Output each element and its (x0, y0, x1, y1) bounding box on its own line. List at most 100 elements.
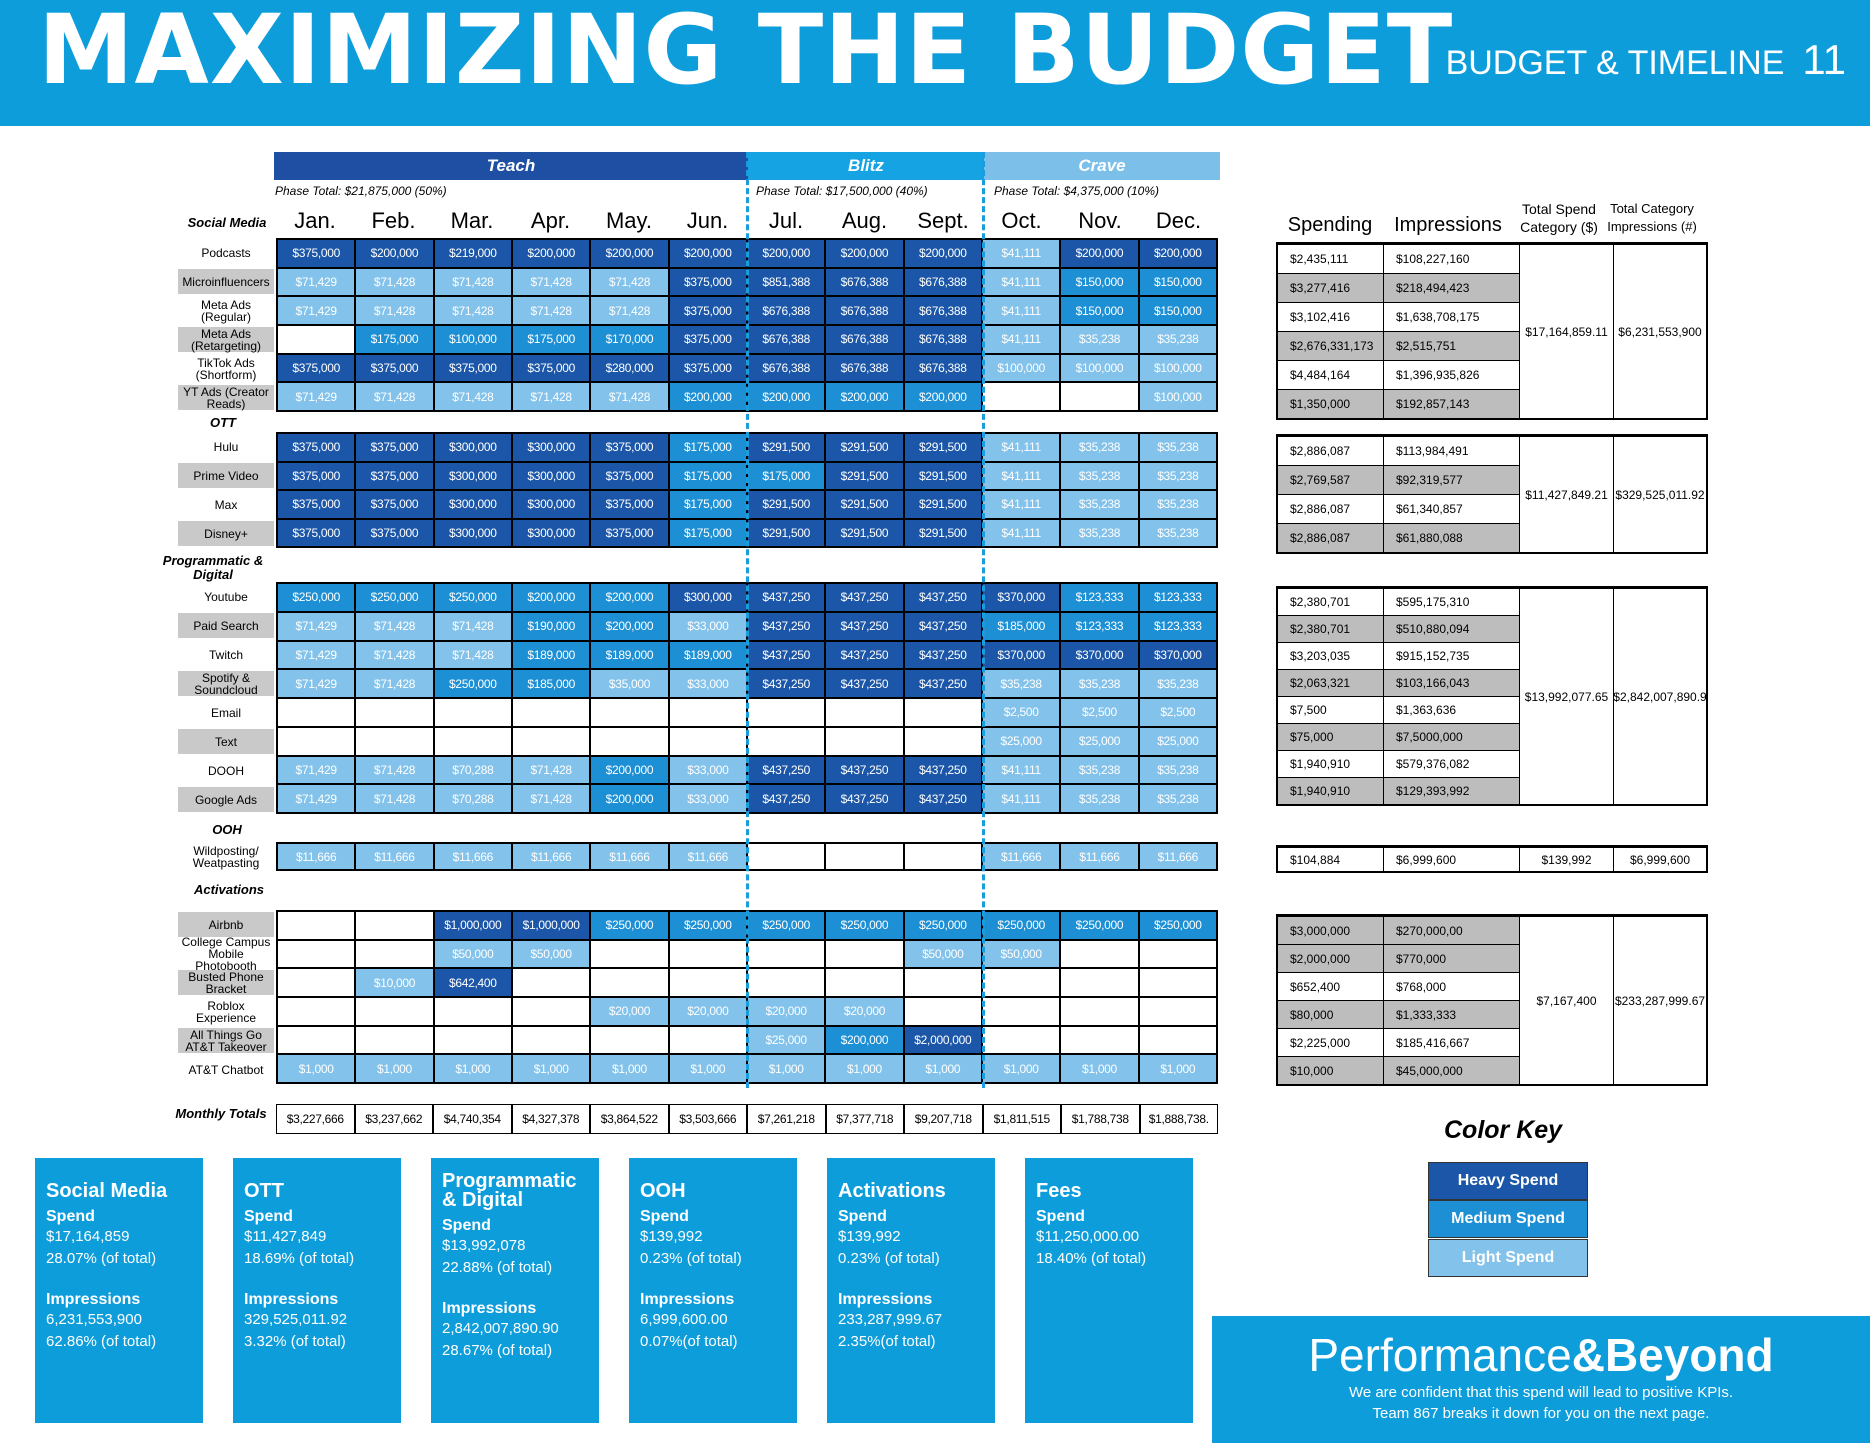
card-impressions-value: 2,842,007,890.90 (442, 1320, 559, 1337)
category-social-media: Social Media (187, 215, 267, 230)
budget-cell: $71,428 (355, 784, 434, 813)
budget-cell: $71,429 (277, 669, 356, 698)
budget-cell: $25,000 (982, 726, 1061, 756)
card-spend-percent: 18.40% (of total) (1036, 1250, 1147, 1267)
card-spend-value: $17,164,859 (46, 1228, 130, 1245)
row-label: Email (210, 705, 241, 720)
budget-cell: $71,428 (512, 755, 591, 785)
card-title: Fees (1036, 1180, 1082, 1202)
budget-cell: $1,000 (1060, 1054, 1139, 1083)
section-label: BUDGET & TIMELINE (1445, 44, 1785, 82)
summary-impressions: $61,340,857 (1384, 495, 1520, 524)
summary-impressions: $768,000 (1384, 973, 1520, 1001)
budget-cell: $2,500 (1060, 698, 1139, 727)
summary-impressions: $113,984,491 (1384, 437, 1520, 466)
budget-cell (747, 726, 826, 756)
section-title: BUDGET & TIMELINE 11 (1446, 36, 1846, 84)
category-card: Social Media Spend $17,164,859 28.07% (of t… (35, 1158, 203, 1423)
row-label: Microinfluencers (178, 269, 274, 294)
summary-spending: $1,940,910 (1278, 751, 1384, 778)
budget-cell: $300,000 (512, 461, 591, 490)
budget-cell: $71,428 (355, 669, 434, 698)
budget-cell: $100,000 (982, 353, 1061, 383)
budget-cell: $2,500 (982, 698, 1061, 727)
card-spend-percent: 22.88% (of total) (442, 1259, 553, 1276)
budget-cell: $175,000 (355, 324, 434, 354)
grid-block: $1,000,000 $1,000,000 $250,000 $250,000 $250… (276, 910, 1218, 1084)
budget-cell (747, 939, 826, 969)
summary-spending: $7,500 (1278, 697, 1384, 724)
budget-cell: $250,000 (1138, 911, 1217, 940)
summary-group: $2,435,111 $108,227,160 $3,277,416 $218,494… (1276, 242, 1708, 420)
row-label: Paid Search (178, 613, 274, 638)
card-spend-label: Spend (640, 1208, 689, 1225)
monthly-total-cell: $4,740,354 (433, 1104, 512, 1134)
budget-cell: $175,000 (668, 461, 747, 490)
phase-blitz-total: Phase Total: $17,500,000 (40%) (756, 184, 928, 198)
category-card: OTT Spend $11,427,849 18.69% (of total) Impr… (233, 1158, 401, 1423)
budget-cell: $200,000 (747, 382, 826, 411)
budget-cell: $437,250 (747, 640, 826, 670)
budget-cell: $35,238 (1138, 490, 1217, 519)
phase-divider (982, 152, 985, 1088)
card-spend-label: Spend (46, 1208, 95, 1225)
budget-cell (277, 939, 356, 969)
budget-cell: $676,388 (825, 324, 904, 354)
budget-cell: $1,000 (1138, 1054, 1217, 1083)
summary-impressions: $7,5000,000 (1384, 724, 1520, 751)
budget-cell: $1,000 (747, 1054, 826, 1083)
monthly-total-cell: $7,261,218 (747, 1104, 826, 1134)
budget-cell: $375,000 (512, 353, 591, 383)
budget-cell: $2,500 (1138, 698, 1217, 727)
monthly-total-cell: $3,227,666 (276, 1104, 355, 1134)
grid-block: $250,000 $250,000 $250,000 $200,000 $200,000… (276, 582, 1218, 814)
budget-cell (355, 698, 434, 727)
budget-cell: $20,000 (590, 996, 669, 1026)
summary-spending: $2,886,087 (1278, 524, 1384, 553)
budget-cell (825, 939, 904, 969)
header-spending: Spending (1287, 214, 1373, 236)
phase-divider (746, 152, 749, 1088)
header-total-spend: Total Spend Category ($) (1520, 201, 1598, 235)
category-ooh: OOH (212, 822, 242, 837)
budget-cell (1138, 939, 1217, 969)
month-header: Jan. (294, 208, 336, 233)
budget-cell: $70,288 (433, 784, 512, 813)
budget-cell (747, 968, 826, 997)
budget-cell: $175,000 (668, 518, 747, 547)
summary-spending: $2,676,331,173 (1278, 332, 1384, 361)
budget-cell (355, 1025, 434, 1055)
budget-cell: $375,000 (590, 461, 669, 490)
budget-cell: $1,000 (668, 1054, 747, 1083)
budget-cell: $71,429 (277, 640, 356, 670)
budget-cell: $100,000 (1138, 353, 1217, 383)
budget-cell: $676,388 (825, 353, 904, 383)
budget-cell: $375,000 (277, 433, 356, 462)
budget-cell (433, 726, 512, 756)
budget-cell: $375,000 (277, 353, 356, 383)
budget-cell: $35,238 (1138, 461, 1217, 490)
summary-total-impressions: $329,525,011.92 (1615, 488, 1705, 502)
row-label: Disney+ (178, 521, 274, 546)
budget-cell (825, 968, 904, 997)
row-label: Spotify & Soundcloud (178, 671, 274, 696)
summary-spending: $3,203,035 (1278, 643, 1384, 670)
summary-total-spend: $17,164,859.11 (1520, 245, 1614, 419)
budget-cell: $100,000 (1060, 353, 1139, 383)
budget-cell: $35,238 (1060, 490, 1139, 519)
summary-spending: $2,886,087 (1278, 437, 1384, 466)
budget-cell: $437,250 (903, 583, 982, 612)
budget-cell (903, 996, 982, 1026)
budget-cell: $25,000 (747, 1025, 826, 1055)
budget-cell: $676,388 (903, 353, 982, 383)
card-spend-value: $13,992,078 (442, 1237, 526, 1254)
budget-cell: $11,666 (277, 843, 356, 870)
summary-impressions: $595,175,310 (1384, 589, 1520, 616)
card-impressions-value: 6,231,553,900 (46, 1311, 142, 1328)
budget-cell: $41,111 (982, 239, 1061, 268)
card-impressions-percent: 28.67% (of total) (442, 1342, 553, 1359)
header-total-impressions: Total Category Impressions (#) (1607, 201, 1697, 234)
budget-cell: $71,429 (277, 784, 356, 813)
category-card: Activations Spend $139,992 0.23% (of total)… (827, 1158, 995, 1423)
budget-cell (1060, 968, 1139, 997)
